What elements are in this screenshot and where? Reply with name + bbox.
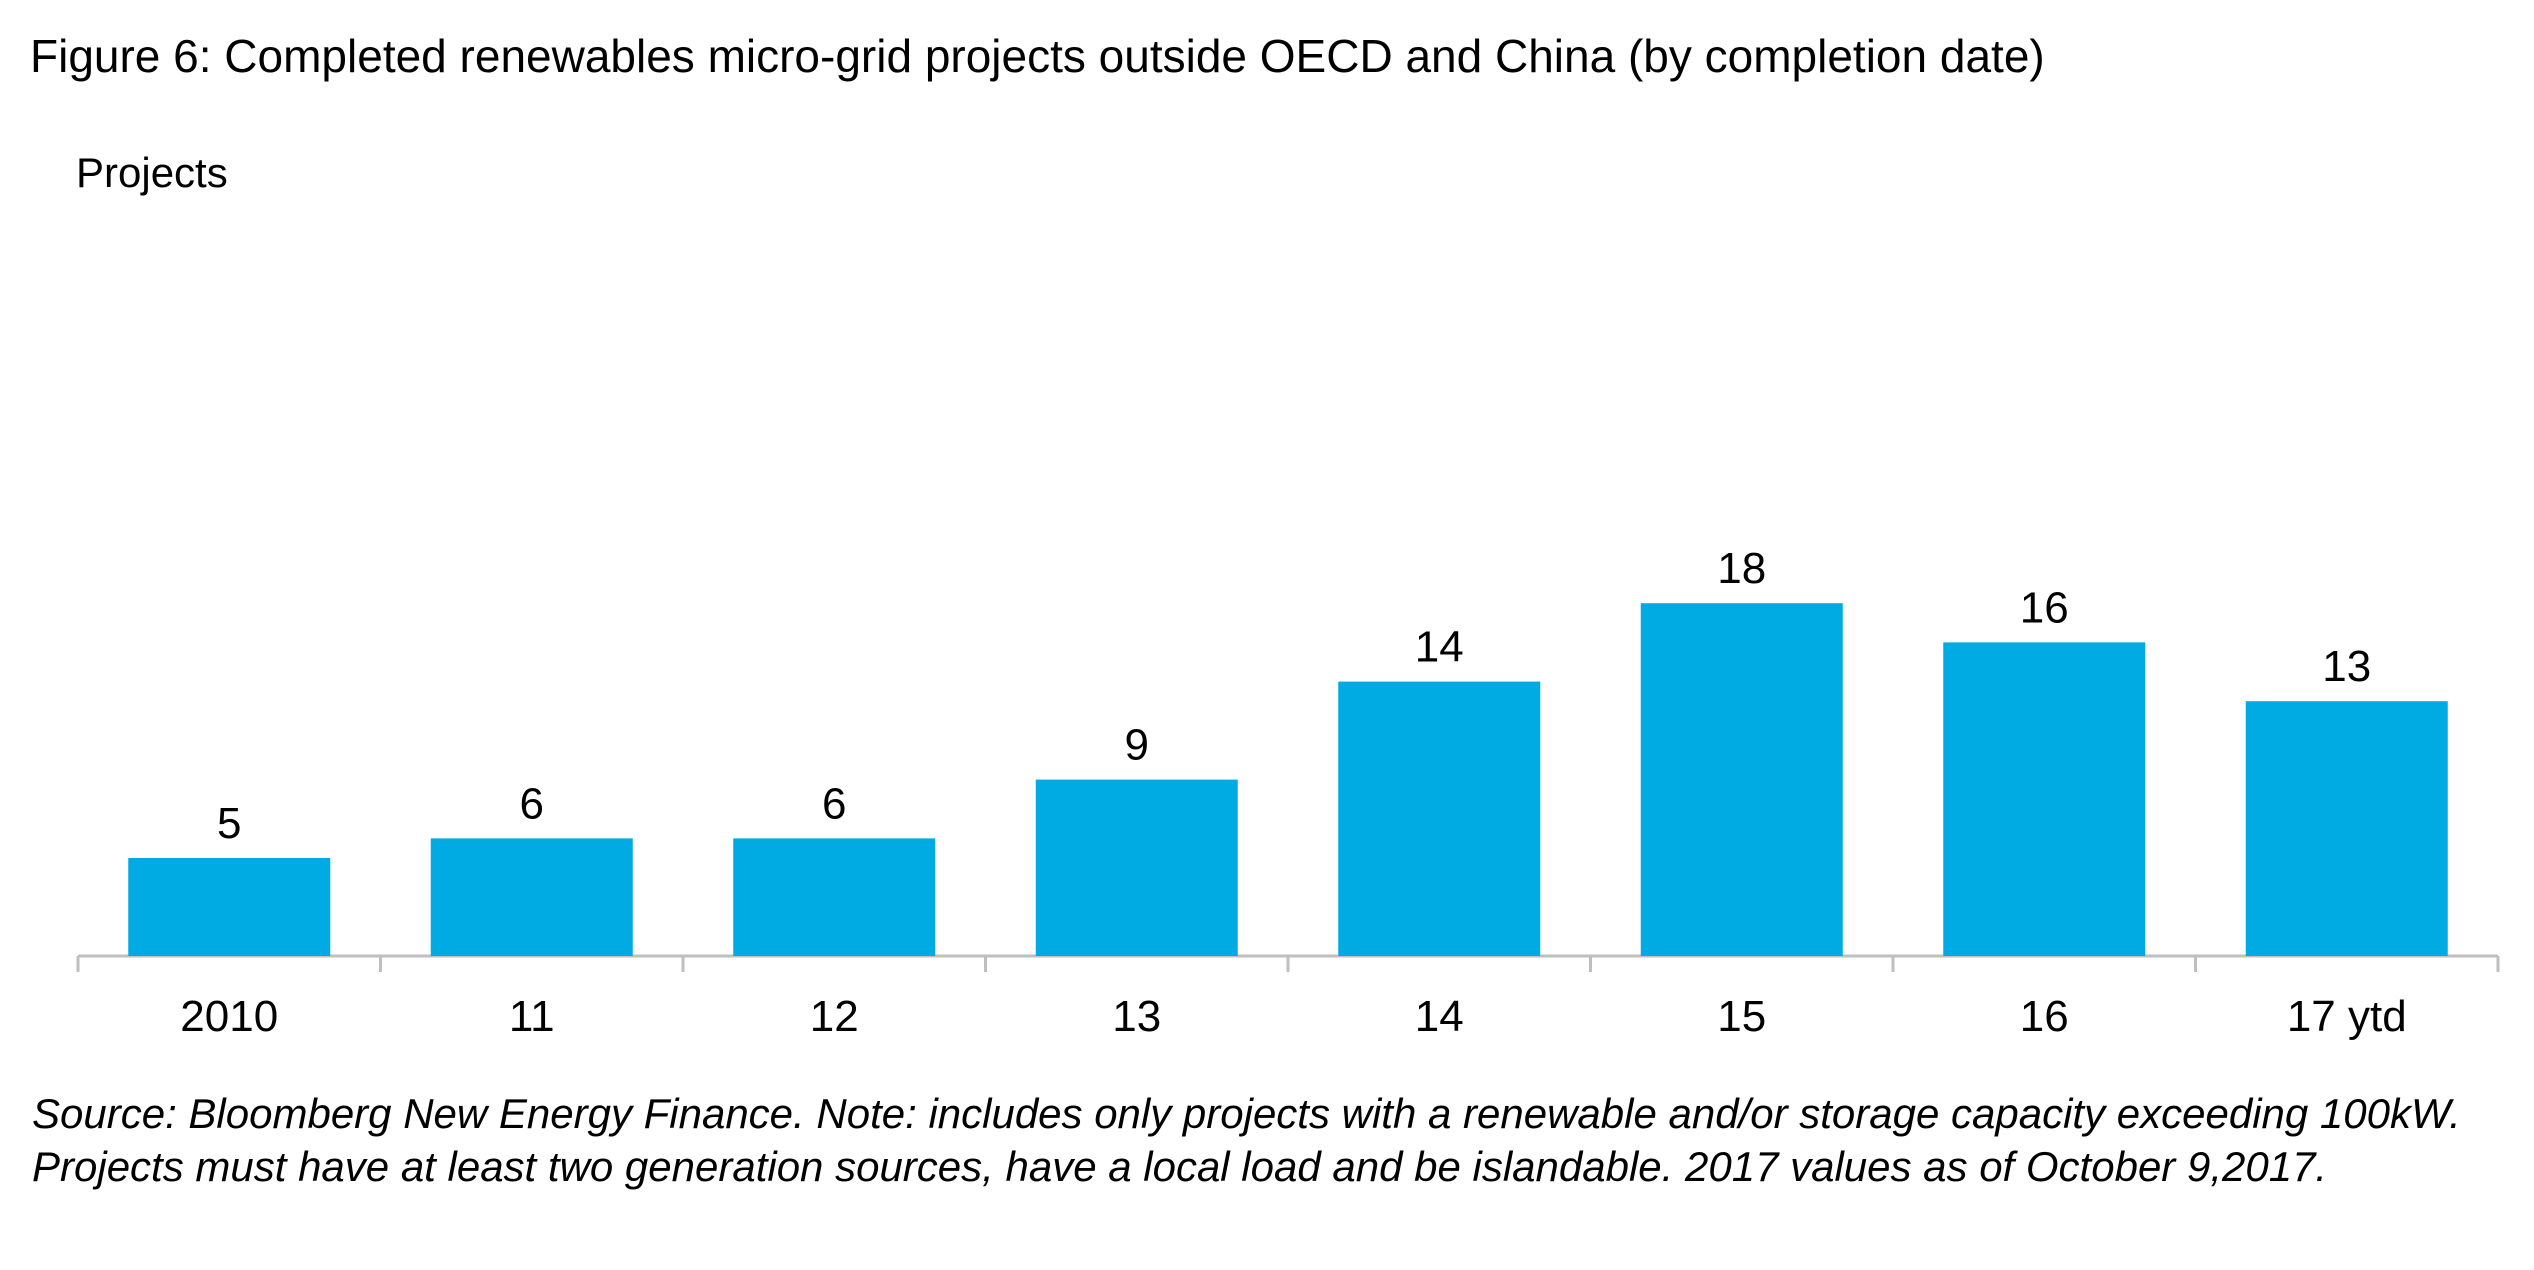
data-label: 6 [520, 779, 544, 828]
data-label: 9 [1125, 721, 1149, 770]
data-label: 13 [2322, 642, 2371, 691]
x-tick-label: 12 [810, 992, 859, 1041]
data-label: 5 [217, 799, 241, 848]
data-label: 14 [1415, 623, 1464, 672]
bar-11 [430, 838, 633, 956]
bar-15 [1640, 603, 1843, 956]
x-tick-label: 14 [1415, 992, 1464, 1041]
bar-14 [1338, 681, 1541, 956]
x-tick-label: 16 [2020, 992, 2069, 1041]
data-label: 18 [1717, 544, 1766, 593]
bar-13 [1035, 779, 1238, 956]
chart-title: Figure 6: Completed renewables micro-gri… [30, 30, 2045, 82]
bar-16 [1943, 642, 2146, 956]
bar-17-ytd [2245, 701, 2448, 956]
bar-12 [733, 838, 936, 956]
x-tick-label: 13 [1112, 992, 1161, 1041]
x-tick-label: 2010 [180, 992, 278, 1041]
source-note: Source: Bloomberg New Energy Finance. No… [32, 1090, 2461, 1190]
bar-chart: 5 2010 6 11 6 12 9 13 14 14 18 15 16 16 13 17 ytd [76, 544, 2500, 1041]
data-label: 16 [2020, 583, 2069, 632]
data-label: 6 [822, 779, 846, 828]
x-tick-label: 11 [509, 992, 555, 1041]
y-axis-label: Projects [76, 149, 228, 196]
bar-2010 [128, 858, 331, 956]
x-tick-label: 15 [1717, 992, 1766, 1041]
x-tick-label: 17 ytd [2287, 992, 2407, 1041]
